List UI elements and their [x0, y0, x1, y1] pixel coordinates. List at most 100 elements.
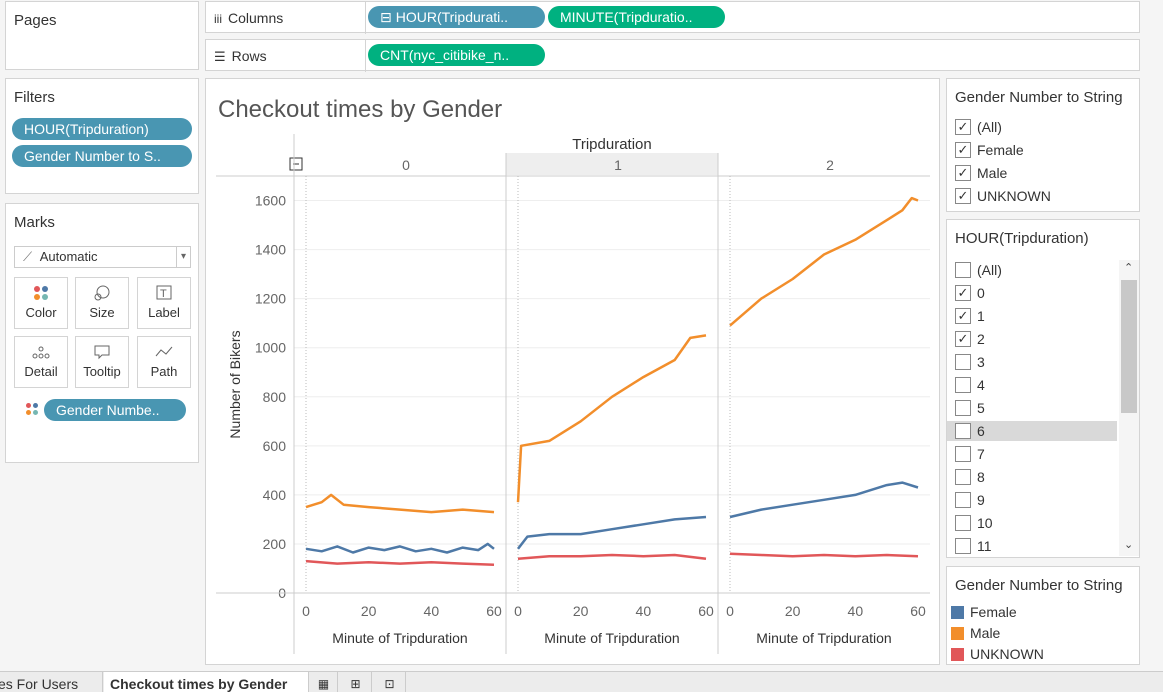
hour-filter-item[interactable]: 7	[955, 444, 985, 464]
hour-filter-checkbox[interactable]: ✓	[955, 331, 971, 347]
new-worksheet-icon[interactable]: ▦	[310, 672, 338, 692]
hour-filter-checkbox[interactable]	[955, 400, 971, 416]
scrollbar-thumb[interactable]	[1121, 280, 1137, 413]
filter-pill-hour[interactable]: HOUR(Tripduration)	[12, 118, 192, 140]
legend-item[interactable]: Male	[951, 624, 1000, 642]
scroll-down-icon[interactable]: ⌄	[1124, 539, 1134, 551]
hour-filter-label: 3	[977, 354, 985, 370]
gender-filter-item[interactable]: ✓ Female	[955, 140, 1024, 160]
y-tick-label: 800	[263, 389, 287, 405]
column-header-title: Tripduration	[572, 136, 651, 153]
label-label: Label	[148, 305, 180, 320]
hour-filter-item[interactable]: ✓ 0	[955, 283, 985, 303]
hour-filter-item[interactable]: 3	[955, 352, 985, 372]
hour-filter-checkbox[interactable]	[955, 377, 971, 393]
tab-users-sheet[interactable]: es For Users	[0, 672, 103, 692]
legend-item[interactable]: UNKNOWN	[951, 645, 1044, 663]
selected-panel-header	[506, 153, 718, 175]
new-dashboard-icon[interactable]: ⊞	[340, 672, 372, 692]
panel-header-label: 2	[826, 157, 834, 173]
tab-checkout-sheet[interactable]: Checkout times by Gender	[104, 672, 309, 692]
hour-filter-checkbox[interactable]: ✓	[955, 285, 971, 301]
hour-filter-item[interactable]: (All)	[955, 260, 1002, 280]
gender-filter-item[interactable]: ✓ (All)	[955, 117, 1002, 137]
hour-filter-checkbox[interactable]	[955, 538, 971, 554]
new-story-icon[interactable]: ⊡	[374, 672, 406, 692]
hour-filter-item[interactable]: 4	[955, 375, 985, 395]
chevron-down-icon: ▾	[175, 247, 186, 267]
hour-filter-item[interactable]: 5	[955, 398, 985, 418]
size-button[interactable]: Size	[75, 277, 129, 329]
filter-pill-gender[interactable]: Gender Number to S..	[12, 145, 192, 167]
hour-filter-checkbox[interactable]	[955, 446, 971, 462]
gender-filter-checkbox[interactable]: ✓	[955, 165, 971, 181]
x-tick-label: 0	[514, 603, 522, 619]
series-line-male	[516, 334, 707, 503]
hour-filter-label: 0	[977, 285, 985, 301]
hour-filter-checkbox[interactable]	[955, 492, 971, 508]
mark-type-dropdown[interactable]: ⟋ Automatic ▾	[14, 246, 191, 268]
columns-pill-minute[interactable]: MINUTE(Tripduratio..	[548, 6, 725, 28]
y-tick-label: 200	[263, 536, 287, 552]
label-button[interactable]: T Label	[137, 277, 191, 329]
x-tick-label: 20	[361, 603, 377, 619]
hour-filter-item[interactable]: 10	[955, 513, 993, 533]
chart-title: Checkout times by Gender	[218, 96, 502, 123]
hour-filter-item[interactable]: 8	[955, 467, 985, 487]
gender-filter-checkbox[interactable]: ✓	[955, 142, 971, 158]
x-axis-title: Minute of Tripduration	[756, 630, 891, 646]
hour-filter-checkbox[interactable]	[955, 262, 971, 278]
gender-filter-item[interactable]: ✓ UNKNOWN	[955, 186, 1051, 206]
series-line-unknown	[517, 553, 707, 560]
hour-filter-label: 10	[977, 515, 993, 531]
hour-filter-checkbox[interactable]	[955, 354, 971, 370]
pages-title: Pages	[14, 12, 57, 29]
x-tick-label: 40	[848, 603, 864, 619]
gender-filter-panel: Gender Number to String ✓ (All) ✓ Female ✓ Ma…	[946, 78, 1140, 212]
color-icon	[32, 285, 50, 301]
detail-button[interactable]: Detail	[14, 336, 68, 388]
hour-filter-checkbox[interactable]	[955, 515, 971, 531]
hour-filter-item[interactable]: 11	[955, 536, 992, 556]
panel-header-label: 1	[614, 157, 622, 173]
x-tick-label: 0	[726, 603, 734, 619]
y-tick-label: 1000	[255, 340, 286, 356]
series-line-unknown	[729, 552, 919, 558]
hour-filter-item[interactable]: 9	[955, 490, 985, 510]
legend-swatch	[951, 605, 964, 619]
x-tick-label: 60	[698, 603, 714, 619]
chart-panel: Checkout times by Gender Tripduration 0 1…	[205, 78, 940, 665]
mark-type-value: Automatic	[39, 249, 98, 264]
hour-filter-item[interactable]: 6	[947, 421, 1117, 441]
series-line-female	[305, 542, 495, 554]
panel-header-label: 0	[402, 157, 410, 173]
y-tick-label: 600	[263, 438, 287, 454]
series-line-female	[729, 481, 919, 519]
scrollbar[interactable]: ⌃ ⌄	[1119, 260, 1139, 556]
hour-filter-checkbox[interactable]	[955, 469, 971, 485]
hour-filter-checkbox[interactable]	[955, 423, 971, 439]
color-field-pill[interactable]: Gender Numbe..	[44, 399, 186, 421]
columns-shelf: iii Columns ⊟ HOUR(Tripdurati.. MINUTE(Tri…	[205, 1, 1140, 34]
tooltip-button[interactable]: Tooltip	[75, 336, 129, 388]
color-button[interactable]: Color	[14, 277, 68, 329]
legend-item[interactable]: Female	[951, 603, 1017, 621]
filters-panel: Filters HOUR(Tripduration) Gender Number…	[5, 78, 199, 194]
pages-panel: Pages	[5, 1, 199, 70]
columns-pill-hour[interactable]: ⊟ HOUR(Tripdurati..	[368, 6, 545, 28]
scroll-up-icon[interactable]: ⌃	[1124, 262, 1134, 274]
x-tick-label: 0	[302, 603, 310, 619]
hour-filter-item[interactable]: ✓ 1	[955, 306, 985, 326]
gender-filter-checkbox[interactable]: ✓	[955, 188, 971, 204]
rows-pill-count[interactable]: CNT(nyc_citibike_n..	[368, 44, 545, 66]
path-button[interactable]: Path	[137, 336, 191, 388]
gender-filter-item[interactable]: ✓ Male	[955, 163, 1007, 183]
y-tick-label: 1200	[255, 291, 286, 307]
hour-filter-checkbox[interactable]: ✓	[955, 308, 971, 324]
x-tick-label: 60	[910, 603, 926, 619]
y-axis-title: Number of Bikers	[227, 330, 243, 438]
gender-filter-label: Female	[977, 142, 1024, 158]
gender-filter-checkbox[interactable]: ✓	[955, 119, 971, 135]
hour-filter-item[interactable]: ✓ 2	[955, 329, 985, 349]
x-tick-label: 20	[785, 603, 801, 619]
